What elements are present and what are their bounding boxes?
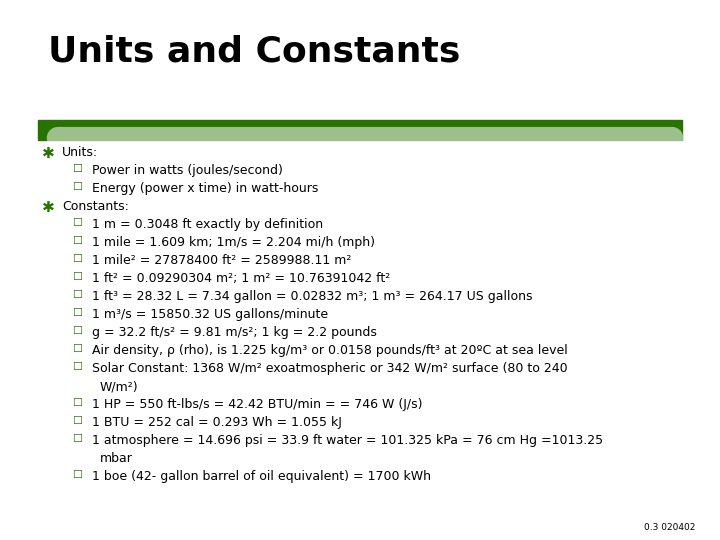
Text: ☐: ☐ <box>72 218 82 228</box>
Text: ☐: ☐ <box>72 362 82 372</box>
Text: 1 HP = 550 ft-lbs/s = 42.42 BTU/min = = 746 W (J/s): 1 HP = 550 ft-lbs/s = 42.42 BTU/min = = … <box>92 398 423 411</box>
Text: 1 ft³ = 28.32 L = 7.34 gallon = 0.02832 m³; 1 m³ = 264.17 US gallons: 1 ft³ = 28.32 L = 7.34 gallon = 0.02832 … <box>92 290 533 303</box>
Bar <box>38 120 682 140</box>
Text: Energy (power x time) in watt-hours: Energy (power x time) in watt-hours <box>92 182 318 195</box>
Text: 1 m³/s = 15850.32 US gallons/minute: 1 m³/s = 15850.32 US gallons/minute <box>92 308 328 321</box>
Text: 1 mile² = 27878400 ft² = 2589988.11 m²: 1 mile² = 27878400 ft² = 2589988.11 m² <box>92 254 351 267</box>
Text: ✱: ✱ <box>42 200 55 215</box>
Text: Power in watts (joules/second): Power in watts (joules/second) <box>92 164 283 177</box>
Text: g = 32.2 ft/s² = 9.81 m/s²; 1 kg = 2.2 pounds: g = 32.2 ft/s² = 9.81 m/s²; 1 kg = 2.2 p… <box>92 326 377 339</box>
Text: ☐: ☐ <box>72 326 82 336</box>
Text: ☐: ☐ <box>72 182 82 192</box>
Text: 1 boe (42- gallon barrel of oil equivalent) = 1700 kWh: 1 boe (42- gallon barrel of oil equivale… <box>92 470 431 483</box>
Text: 1 m = 0.3048 ft exactly by definition: 1 m = 0.3048 ft exactly by definition <box>92 218 323 231</box>
Text: Solar Constant: 1368 W/m² exoatmospheric or 342 W/m² surface (80 to 240: Solar Constant: 1368 W/m² exoatmospheric… <box>92 362 567 375</box>
Text: ☐: ☐ <box>72 236 82 246</box>
Text: ☐: ☐ <box>72 308 82 318</box>
Text: ☐: ☐ <box>72 254 82 264</box>
Text: ☐: ☐ <box>72 290 82 300</box>
Text: 0.3 020402: 0.3 020402 <box>644 523 695 532</box>
Text: ☐: ☐ <box>72 272 82 282</box>
Text: Constants:: Constants: <box>62 200 129 213</box>
Text: ☐: ☐ <box>72 434 82 444</box>
Text: ☐: ☐ <box>72 398 82 408</box>
Text: 1 mile = 1.609 km; 1m/s = 2.204 mi/h (mph): 1 mile = 1.609 km; 1m/s = 2.204 mi/h (mp… <box>92 236 375 249</box>
Text: ☐: ☐ <box>72 344 82 354</box>
Text: ☐: ☐ <box>72 416 82 426</box>
Text: Units:: Units: <box>62 146 98 159</box>
Text: ☐: ☐ <box>72 470 82 480</box>
Text: mbar: mbar <box>100 452 133 465</box>
Text: Air density, ρ (rho), is 1.225 kg/m³ or 0.0158 pounds/ft³ at 20ºC at sea level: Air density, ρ (rho), is 1.225 kg/m³ or … <box>92 344 568 357</box>
Text: W/m²): W/m²) <box>100 380 139 393</box>
Text: ☐: ☐ <box>72 164 82 174</box>
Text: 1 BTU = 252 cal = 0.293 Wh = 1.055 kJ: 1 BTU = 252 cal = 0.293 Wh = 1.055 kJ <box>92 416 342 429</box>
Text: 1 atmosphere = 14.696 psi = 33.9 ft water = 101.325 kPa = 76 cm Hg =1013.25: 1 atmosphere = 14.696 psi = 33.9 ft wate… <box>92 434 603 447</box>
Text: Units and Constants: Units and Constants <box>48 35 460 69</box>
Text: ✱: ✱ <box>42 146 55 161</box>
Text: 1 ft² = 0.09290304 m²; 1 m² = 10.76391042 ft²: 1 ft² = 0.09290304 m²; 1 m² = 10.7639104… <box>92 272 390 285</box>
